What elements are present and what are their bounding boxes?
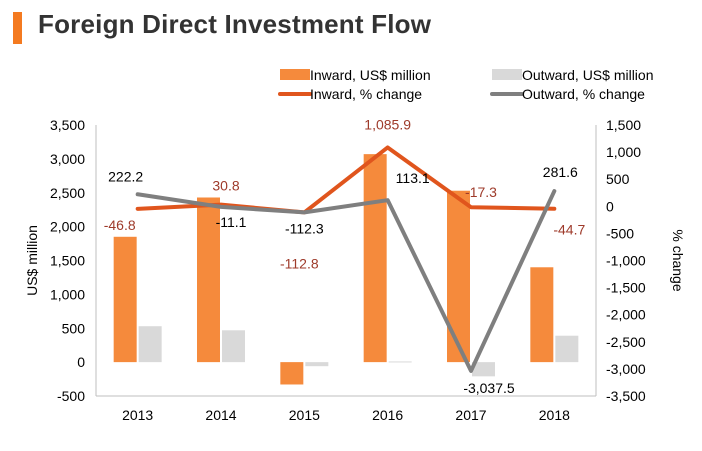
legend-label-2: Inward, % change: [310, 86, 422, 102]
right-axis-tick-label: -2,500: [606, 334, 646, 350]
right-axis-tick-label: 0: [606, 198, 614, 214]
x-tick-label: 2017: [455, 407, 486, 423]
title-accent-bar: [13, 12, 22, 44]
right-axis-tick-label: 1,000: [606, 144, 641, 160]
left-axis-tick-label: 500: [62, 320, 86, 336]
bar-inward-2015: [280, 362, 304, 385]
bar-outward-2015: [305, 362, 329, 367]
bar-inward-2014: [197, 197, 220, 363]
data-label-outward-pct-2014: -11.1: [216, 214, 247, 230]
right-axis-tick-label: 1,500: [606, 117, 641, 133]
right-axis-title: % change: [670, 229, 686, 291]
chart-header: Foreign Direct Investment Flow: [0, 0, 702, 56]
bar-outward-2016: [388, 361, 412, 363]
bar-inward-2013: [113, 236, 137, 363]
data-label-inward-pct-2015: -112.8: [280, 255, 319, 271]
left-axis-tick-label: 3,000: [50, 151, 85, 167]
bar-inward-2017: [447, 190, 470, 363]
data-label-inward-pct-2014: 30.8: [212, 178, 239, 194]
left-axis-tick-label: 2,500: [50, 185, 85, 201]
right-axis-tick-label: -1,000: [606, 253, 646, 269]
right-axis-tick-label: -2,000: [606, 307, 646, 323]
legend-swatch-1: [492, 69, 522, 80]
left-axis-tick-label: 1,500: [50, 253, 85, 269]
left-axis-tick-label: 0: [77, 354, 85, 370]
data-label-outward-pct-2017: -3,037.5: [463, 380, 515, 396]
line-outward-pct-change: [135, 189, 557, 373]
right-axis-tick-label: -3,000: [606, 361, 646, 377]
bar-inward-2018: [530, 267, 554, 363]
data-label-inward-pct-2013: -46.8: [104, 217, 136, 233]
right-axis-tick-label: 500: [606, 171, 630, 187]
x-tick-label: 2018: [539, 407, 570, 423]
data-label-outward-pct-2015: -112.3: [285, 220, 324, 236]
x-tick-label: 2013: [122, 407, 153, 423]
left-axis-tick-label: 3,500: [50, 117, 85, 133]
chart-title: Foreign Direct Investment Flow: [38, 9, 432, 39]
right-axis-tick-label: -3,500: [606, 388, 646, 404]
legend-label-1: Outward, US$ million: [522, 67, 654, 83]
x-tick-label: 2016: [372, 407, 403, 423]
data-label-inward-pct-2016: 1,085.9: [364, 116, 411, 132]
x-tick-label: 2014: [205, 407, 236, 423]
left-axis-tick-label: 2,000: [50, 219, 85, 235]
data-label-inward-pct-2017: -17.3: [465, 184, 497, 200]
legend-label-3: Outward, % change: [522, 86, 645, 102]
left-axis-tick-label: -500: [57, 388, 85, 404]
bar-outward-2013: [138, 326, 162, 363]
bar-outward-2017: [472, 362, 495, 377]
data-label-outward-pct-2016: 113.1: [396, 170, 430, 186]
left-axis-tick-label: 1,000: [50, 286, 85, 302]
data-label-outward-pct-2013: 222.2: [108, 168, 143, 184]
x-tick-label: 2015: [289, 407, 320, 423]
legend-label-0: Inward, US$ million: [310, 67, 431, 83]
bar-outward-2014: [222, 330, 245, 363]
bar-outward-2018: [555, 335, 579, 363]
legend-swatch-0: [280, 69, 310, 80]
bar-inward-2016: [363, 154, 387, 363]
left-axis-title: US$ million: [24, 225, 40, 296]
data-label-inward-pct-2018: -44.7: [553, 222, 585, 238]
right-axis-tick-label: -500: [606, 225, 634, 241]
right-axis-tick-label: -1,500: [606, 280, 646, 296]
data-label-outward-pct-2018: 281.6: [543, 164, 578, 180]
